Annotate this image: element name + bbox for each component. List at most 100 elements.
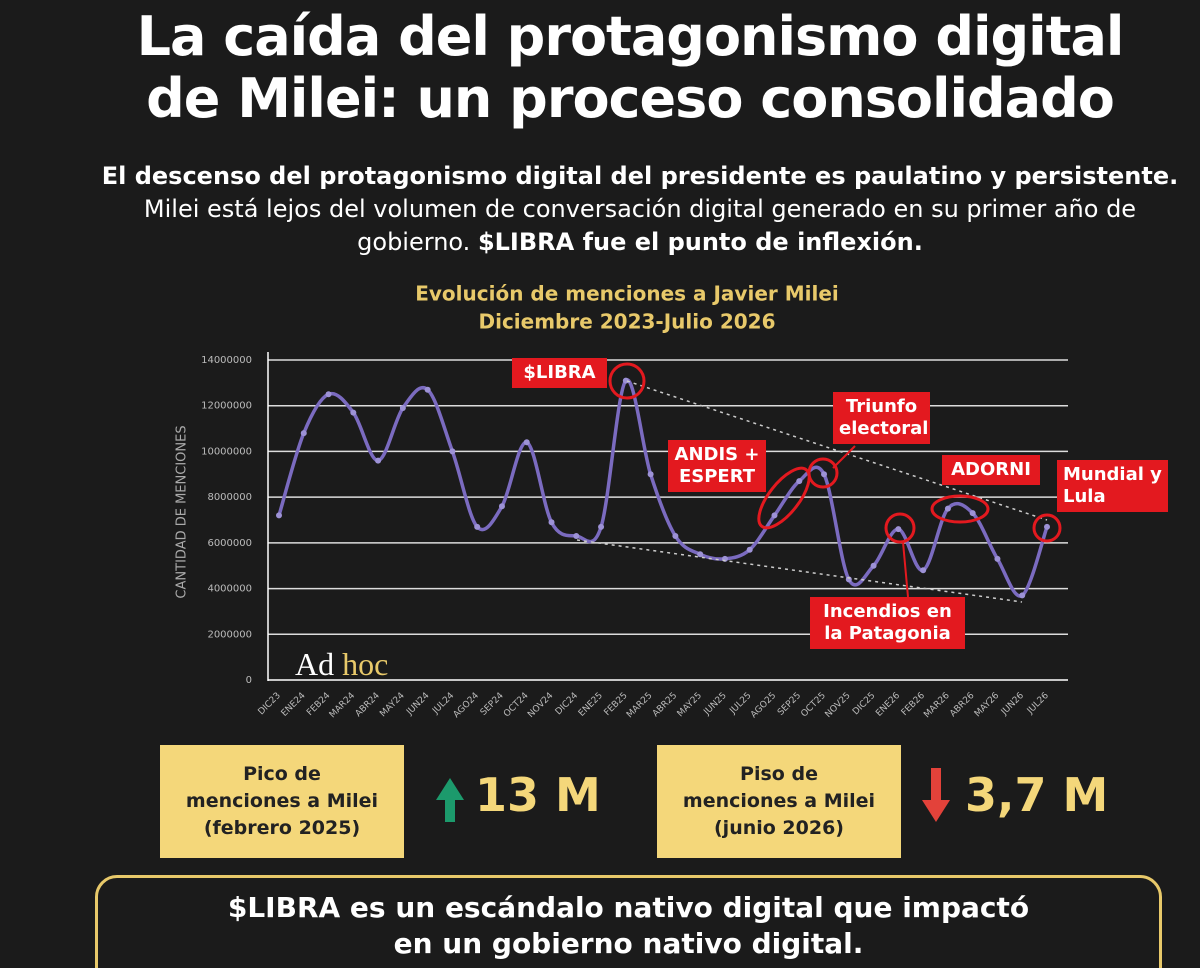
annotation-line: ADORNI (951, 459, 1031, 480)
footer-line: $LIBRA es un escándalo nativo digital qu… (227, 891, 1030, 924)
y-axis-label: CANTIDAD DE MENCIONES (175, 425, 190, 598)
x-tick-label: DIC24 (554, 691, 581, 718)
highlight (608, 362, 646, 400)
point (276, 512, 282, 519)
x-tick-label: JUN25 (702, 691, 729, 718)
annotation-line: Mundial y (1063, 464, 1162, 485)
point (474, 523, 481, 530)
stat-box: Pico de menciones a Milei (febrero 2025) (160, 745, 404, 858)
y-tick-label: 0 (246, 675, 252, 686)
chart-title: Evolución de menciones a Javier Milei (415, 282, 839, 306)
y-tick-label: 10000000 (201, 446, 252, 457)
logo: Ad hoc (295, 646, 388, 682)
subtitle: El descenso del protagonismo digital del… (100, 160, 1180, 259)
point (598, 523, 605, 530)
stat-label: menciones a Milei (185, 790, 379, 812)
y-tick-label: 8000000 (207, 492, 252, 503)
x-tick-label: JUL26 (1025, 691, 1051, 717)
y-tick-label: 12000000 (201, 401, 252, 412)
x-tick-label: DIC25 (851, 691, 877, 717)
highlight (930, 494, 990, 524)
point (994, 555, 1001, 562)
stat-label: (junio 2026) (714, 817, 844, 839)
x-tick-label: JUN26 (999, 691, 1026, 718)
x-tick-label: ABR24 (354, 691, 383, 720)
stat-value: 13 M (475, 768, 601, 822)
connector (902, 541, 909, 598)
highlights (608, 362, 1062, 598)
y-tick-label: 2000000 (207, 629, 252, 640)
highlight (884, 512, 916, 544)
highlight (807, 457, 839, 489)
y-tick-label: 6000000 (207, 538, 252, 549)
point (697, 551, 704, 558)
highlight (1032, 513, 1062, 543)
point (424, 386, 431, 393)
x-tick-label: NOV24 (526, 691, 555, 720)
annotation-line: electoral (839, 418, 929, 439)
chart-title: Diciembre 2023-Julio 2026 (478, 310, 775, 334)
point (771, 512, 778, 519)
point (573, 533, 580, 539)
point (449, 448, 456, 455)
x-tick-label: MAY24 (378, 691, 407, 720)
stat-label: Pico de (243, 763, 321, 785)
line (277, 378, 1049, 598)
annotation: Incendios en la Patagonia (810, 597, 965, 649)
x-tick-label: SEP25 (776, 691, 803, 718)
subtitle-part: Milei está lejos del volumen de conversa… (143, 195, 1137, 256)
subtitle-part: $LIBRA fue el punto de inflexión. (477, 228, 923, 256)
subtitle-part: El descenso del protagonismo digital del… (101, 162, 1179, 190)
logo-part: hoc (342, 646, 388, 682)
x-tick-label: DIC23 (256, 691, 282, 717)
point (796, 478, 803, 485)
x-tick-label: NOV25 (824, 691, 853, 720)
point (622, 377, 629, 384)
x-tick-label: OCT24 (502, 691, 531, 720)
annotation: ADORNI (942, 455, 1040, 485)
title: La caída del protagonismo digital de Mil… (0, 6, 1200, 130)
x-tick-label: AGO25 (749, 691, 778, 720)
x-tick-label: JUN24 (404, 691, 431, 718)
annotation-line: ANDIS + (674, 444, 760, 465)
x-tick-label: AGO24 (452, 691, 482, 721)
point (647, 471, 654, 478)
x-tick-label: MAR24 (328, 691, 358, 721)
stat-label: Piso de (740, 763, 818, 785)
annotation: $LIBRA (512, 358, 607, 388)
point (944, 505, 951, 512)
x-tick-label: MAR25 (625, 691, 654, 720)
annotation-line: Lula (1063, 486, 1106, 507)
footer: $LIBRA es un escándalo nativo digital qu… (95, 875, 1162, 968)
point (523, 439, 530, 446)
logo-part: Ad (295, 646, 334, 682)
annotation: Triunfo electoral (833, 392, 930, 444)
x-tick-label: ENE24 (280, 691, 308, 719)
x-tick-label: MAY25 (676, 691, 704, 719)
y-tick-label: 4000000 (207, 584, 252, 595)
point (672, 533, 679, 539)
point (870, 562, 877, 569)
up-arrow (436, 778, 464, 822)
point (375, 457, 382, 464)
down-arrow (922, 768, 950, 822)
x-tick-label: ENE26 (874, 691, 902, 719)
point (821, 471, 828, 478)
annotation-line: Triunfo (845, 396, 918, 417)
annotation: Mundial y Lula (1057, 460, 1168, 512)
point (399, 405, 406, 411)
annotation-line: Incendios en (823, 601, 952, 622)
point (325, 391, 332, 398)
point (548, 519, 555, 526)
x-tick-label: MAR26 (922, 691, 952, 721)
annotation-line: ESPERT (678, 466, 756, 487)
y-tick-label: 14000000 (201, 355, 252, 366)
trend-line (576, 539, 1023, 603)
title-line: de Milei: un proceso consolidado (146, 67, 1115, 130)
point (746, 546, 753, 553)
stat-label: menciones a Milei (682, 790, 876, 812)
point (498, 503, 505, 510)
point (300, 430, 307, 437)
stat-value: 3,7 M (965, 768, 1109, 822)
